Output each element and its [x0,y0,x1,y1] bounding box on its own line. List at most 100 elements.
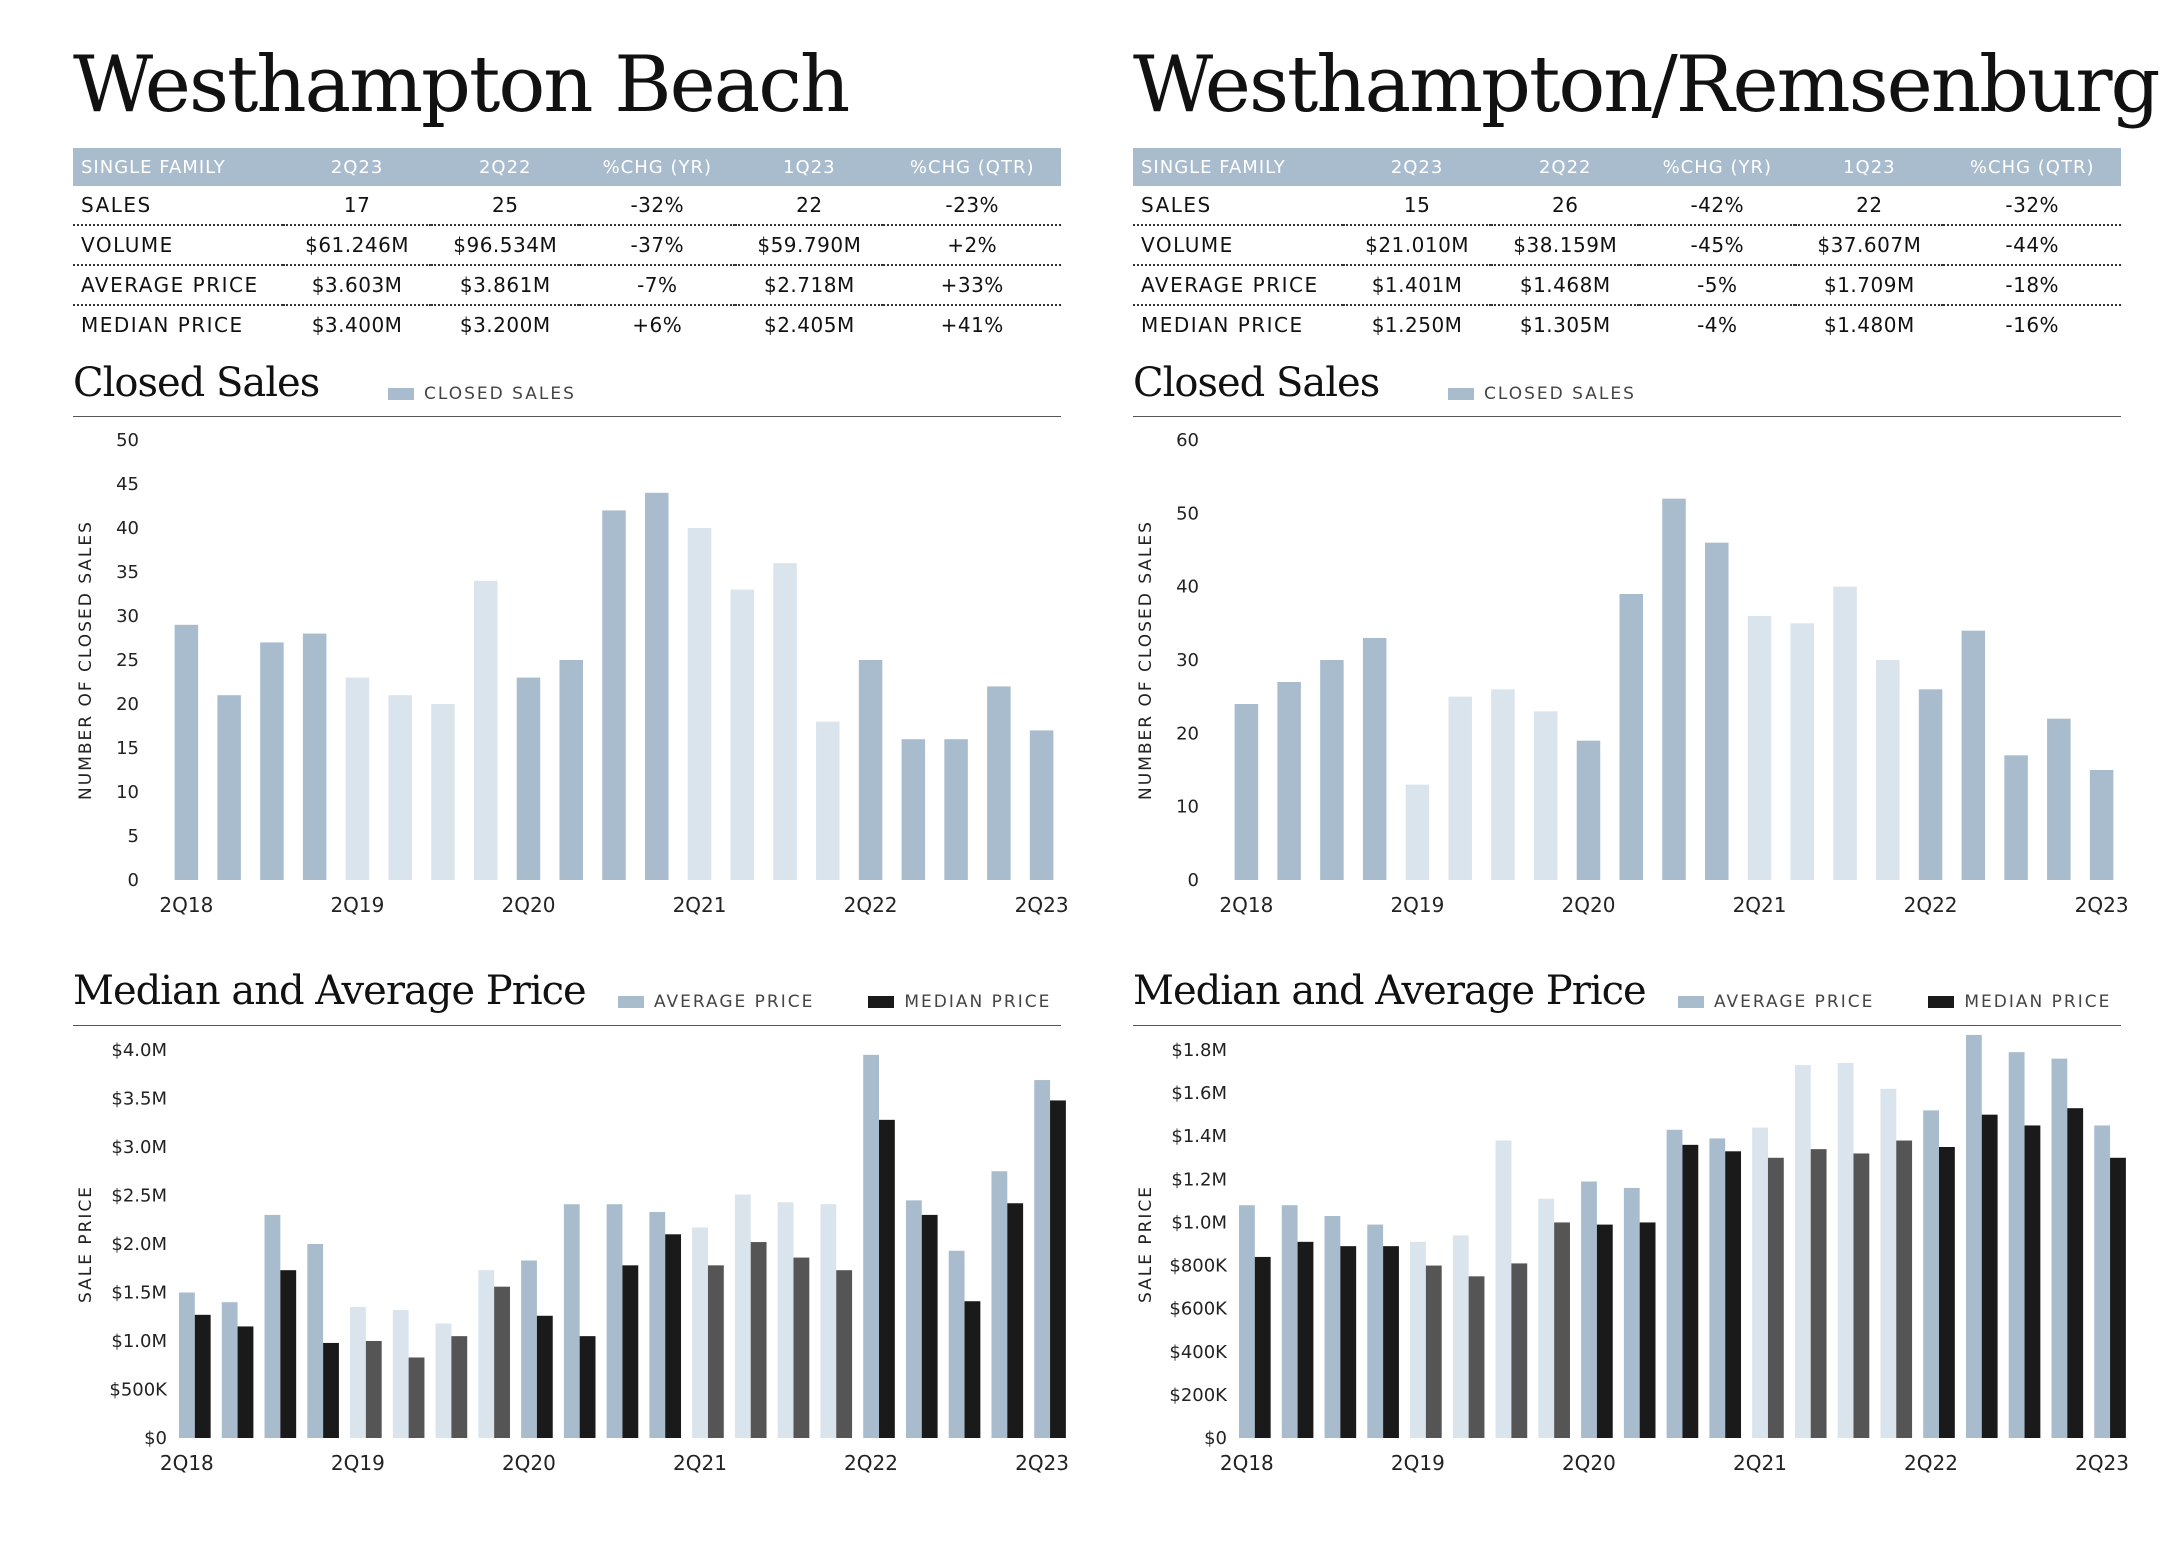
table-cell: 25 [431,186,580,226]
median-price-bar [237,1326,254,1438]
table-header: %CHG (QTR) [883,148,1061,186]
y-tick-label: 0 [128,870,139,891]
legend-swatch [1448,388,1474,400]
table-header: 1Q23 [1795,148,1944,186]
median-price-bar [622,1265,639,1438]
average-price-bar [1965,1034,1982,1438]
x-tick-label: 2Q20 [1562,893,1616,917]
y-tick-label: $1.5M [111,1283,167,1304]
average-price-bar [1281,1205,1298,1438]
table-cell: -5% [1639,265,1796,306]
y-tick-label: $600K [1169,1299,1228,1320]
legend-swatch [388,388,414,400]
y-tick-label: $1.4M [1171,1126,1227,1147]
price-title: Median and Average Price [1133,968,1647,1014]
average-price-bar [1410,1241,1426,1438]
closed-sales-legend: CLOSED SALES [1448,384,1636,404]
y-tick-label: 30 [1176,650,1199,671]
median-price-bar [836,1270,853,1438]
table-cell: 15 [1343,186,1492,226]
median-price-bar [1468,1276,1485,1438]
legend-swatch [1928,996,1955,1008]
table-header-row: SINGLE FAMILY 2Q23 2Q22 %CHG (YR) 1Q23 %… [1133,148,2121,186]
average-price-bar [350,1307,366,1438]
price-legend: AVERAGE PRICE MEDIAN PRICE [618,992,1051,1012]
bar [687,528,712,880]
table-header: 2Q22 [1491,148,1640,186]
average-price-bar [948,1250,965,1438]
average-price-bar [2008,1052,2025,1438]
table-row: VOLUME $61.246M $96.534M -37% $59.790M +… [73,225,1061,266]
median-price-bar [793,1257,810,1438]
table-cell: +6% [632,313,683,337]
x-tick-label: 2Q20 [1562,1451,1616,1475]
legend-item-average: AVERAGE PRICE [618,992,814,1012]
average-price-bar [1752,1127,1768,1438]
x-tick-label: 2Q21 [1733,893,1787,917]
table-cell: 22 [1795,186,1944,226]
table-cell: $1.250M [1371,313,1463,337]
section-divider [1133,1025,2121,1026]
table-header: SINGLE FAMILY [73,148,283,186]
table-cell: $3.400M [311,313,403,337]
y-tick-label: 5 [128,826,139,847]
section-divider [73,1025,1061,1026]
average-price-bar [1324,1215,1341,1438]
y-tick-label: $800K [1169,1256,1228,1277]
x-tick-label: 2Q19 [331,1451,385,1475]
median-price-bar [536,1315,553,1438]
table-row: MEDIAN PRICE $3.400M $3.200M +6% $2.405M… [73,305,1061,344]
bar [516,677,541,880]
table-header: %CHG (YR) [579,148,736,186]
legend-item-average: AVERAGE PRICE [1678,992,1874,1012]
table-cell: $37.607M [1795,225,1944,266]
x-tick-label: 2Q23 [1015,893,1069,917]
average-price-bar [820,1204,837,1438]
bar [1405,784,1430,880]
median-price-bar [1297,1241,1314,1438]
y-tick-label: $3.0M [111,1137,167,1158]
table-cell: $3.200M [459,313,551,337]
table-cell: SALES [73,186,283,226]
bar [1918,689,1943,880]
bar [901,739,926,880]
table-cell: $1.401M [1343,265,1492,306]
median-price-bar [1007,1203,1024,1438]
average-price-bar [991,1171,1008,1438]
bar [2089,770,2114,880]
table-cell: -18% [1943,265,2121,306]
average-price-bar [1666,1129,1683,1438]
table-cell: $2.718M [735,265,884,306]
x-tick-label: 2Q22 [1904,1451,1958,1475]
bar [1320,660,1344,880]
table-cell: -44% [1943,225,2121,266]
legend-label: MEDIAN PRICE [1964,992,2112,1012]
bar [1576,740,1601,880]
bar [2047,718,2071,880]
legend-label: AVERAGE PRICE [654,992,815,1012]
x-tick-label: 2Q19 [330,893,384,917]
y-tick-label: $400K [1169,1342,1228,1363]
stats-table: SINGLE FAMILY 2Q23 2Q22 %CHG (YR) 1Q23 %… [1133,148,2121,344]
average-price-bar [521,1260,537,1438]
average-price-bar [1837,1062,1854,1438]
bar [260,642,284,880]
table-row: AVERAGE PRICE $1.401M $1.468M -5% $1.709… [1133,265,2121,306]
x-tick-label: 2Q18 [160,1451,214,1475]
median-price-bar [665,1234,682,1438]
table-cell: -42% [1639,186,1796,226]
average-price-bar [1623,1187,1640,1438]
y-tick-label: 25 [116,650,139,671]
median-price-bar [1853,1153,1870,1438]
table-cell: -4% [1697,313,1738,337]
table-cell: VOLUME [73,225,283,266]
y-tick-label: $500K [109,1380,168,1401]
closed-sales-chart: 0 10 20 30 40 50 60 NUMBER OF CLOSED SALES 2Q18 2… [1136,430,2129,917]
y-tick-label: 15 [116,738,139,759]
x-tick-label: 2Q19 [1390,893,1444,917]
bar [1747,616,1772,880]
table-header: 2Q22 [431,148,580,186]
y-tick-label: 45 [116,474,139,495]
closed-sales-chart: 0 5 10 15 20 25 30 35 40 45 50 NUMBER OF CLOSED SAL… [76,430,1069,917]
y-tick-label: $1.0M [111,1331,167,1352]
